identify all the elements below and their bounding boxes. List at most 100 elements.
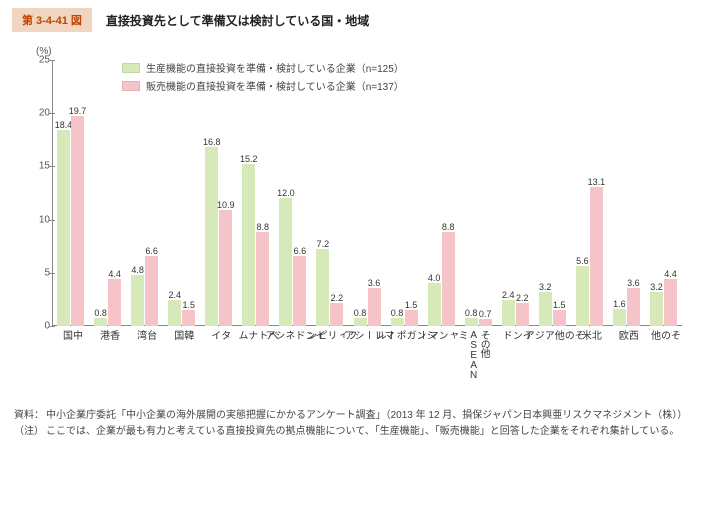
chart-container: 第 3-4-41 図 直接投資先として準備又は検討している国・地域 (%) 05… [0, 0, 704, 448]
plot-area: 18.419.7中国0.84.4香港4.86.6台湾2.41.5韓国16.810… [52, 60, 682, 326]
bar-sales: 1.5 [553, 310, 566, 326]
bar-group: 2.41.5韓国 [168, 300, 195, 326]
x-axis-label: ミャンマー [416, 330, 466, 339]
bar-production: 1.6 [613, 309, 626, 326]
x-axis-label: 中国 [61, 330, 81, 339]
bar-sales: 6.6 [145, 256, 158, 326]
source-text: 中小企業庁委託「中小企業の海外展開の実態把握にかかるアンケート調査」（2013 … [46, 408, 687, 424]
bar-group: 3.24.4その他 [650, 279, 677, 326]
bar-value-label: 1.5 [547, 300, 571, 310]
bar-value-label: 10.9 [214, 200, 238, 210]
bar-sales: 3.6 [627, 288, 640, 326]
bar-value-label: 1.5 [177, 300, 201, 310]
bar-value-label: 4.4 [658, 269, 682, 279]
y-tick-label: 15 [22, 161, 50, 172]
bar-production: 15.2 [242, 164, 255, 326]
bar-value-label: 4.4 [103, 269, 127, 279]
x-axis-label: 西欧 [616, 330, 636, 339]
bar-sales: 4.4 [664, 279, 677, 326]
source-tag: 資料： [14, 408, 44, 424]
x-axis-label: その他ASEAN [468, 330, 488, 380]
bar-group: 15.28.8ベトナム [242, 164, 269, 326]
bar-production: 16.8 [205, 147, 218, 326]
bar-group: 16.810.9タイ [205, 147, 232, 326]
figure-number: 第 3-4-41 図 [12, 8, 92, 32]
y-tick-label: 0 [22, 321, 50, 332]
bar-value-label: 15.2 [237, 154, 261, 164]
bar-value-label: 16.8 [200, 137, 224, 147]
bar-value-label: 1.5 [399, 300, 423, 310]
bar-value-label: 12.0 [274, 188, 298, 198]
bar-production: 3.2 [650, 292, 663, 326]
bar-value-label: 0.7 [473, 309, 497, 319]
bar-value-label: 8.8 [251, 222, 275, 232]
bar-group: 2.42.2インド [502, 300, 529, 326]
bar-value-label: 19.7 [66, 106, 90, 116]
bar-sales: 2.2 [516, 303, 529, 326]
bar-group: 4.08.8ミャンマー [428, 232, 455, 326]
y-tick-label: 10 [22, 214, 50, 225]
bar-sales: 2.2 [330, 303, 343, 326]
x-axis-label: タイ [209, 330, 229, 339]
bar-value-label: 7.2 [311, 239, 335, 249]
x-axis-label: 韓国 [172, 330, 192, 339]
bar-value-label: 6.6 [288, 246, 312, 256]
bar-value-label: 2.2 [510, 293, 534, 303]
bar-value-label: 8.8 [436, 222, 460, 232]
bar-value-label: 13.1 [584, 177, 608, 187]
bar-value-label: 3.2 [533, 282, 557, 292]
note-text: ここでは、企業が最も有力と考えている直接投資先の拠点機能について、「生産機能」、… [46, 424, 679, 440]
bar-sales: 10.9 [219, 210, 232, 326]
bar-group: 5.613.1北米 [576, 187, 603, 326]
bar-group: 0.83.6マレーシア [354, 288, 381, 326]
bar-sales: 6.6 [293, 256, 306, 326]
bar-production: 12.0 [279, 198, 292, 326]
x-axis-label: 北米 [579, 330, 599, 339]
note-tag: （注） [14, 424, 44, 440]
bar-sales: 13.1 [590, 187, 603, 326]
x-axis-label: 台湾 [135, 330, 155, 339]
x-axis-label: その他アジア [522, 330, 582, 339]
bar-value-label: 3.6 [362, 278, 386, 288]
bar-group: 3.21.5その他アジア [539, 292, 566, 326]
bar-value-label: 2.2 [325, 293, 349, 303]
bar-group: 12.06.6インドネシア [279, 198, 306, 326]
bar-value-label: 2.4 [163, 290, 187, 300]
bar-group: 18.419.7中国 [57, 116, 84, 326]
figure-header: 第 3-4-41 図 直接投資先として準備又は検討している国・地域 [12, 8, 692, 32]
bar-sales: 8.8 [256, 232, 269, 326]
bar-sales: 4.4 [108, 279, 121, 326]
bar-production: 0.8 [94, 318, 107, 327]
y-tick-mark [49, 326, 55, 327]
bar-production: 5.6 [576, 266, 589, 326]
bar-production: 0.8 [391, 318, 404, 327]
footnotes: 資料： 中小企業庁委託「中小企業の海外展開の実態把握にかかるアンケート調査」（2… [12, 408, 692, 440]
y-tick-label: 20 [22, 108, 50, 119]
x-axis-label: 香港 [98, 330, 118, 339]
bar-sales: 1.5 [182, 310, 195, 326]
bar-production: 2.4 [502, 300, 515, 326]
bar-sales: 1.5 [405, 310, 418, 326]
bar-group: 0.84.4香港 [94, 279, 121, 326]
bar-production: 0.8 [354, 318, 367, 327]
bar-value-label: 6.6 [140, 246, 164, 256]
bar-group: 7.22.2フィリピン [316, 249, 343, 326]
bar-production: 7.2 [316, 249, 329, 326]
figure-title: 直接投資先として準備又は検討している国・地域 [106, 12, 369, 29]
bar-sales: 3.6 [368, 288, 381, 326]
bar-chart: (%) 0510152025 生産機能の直接投資を準備・検討している企業（n=1… [22, 42, 682, 402]
bar-sales: 8.8 [442, 232, 455, 326]
bar-value-label: 3.6 [621, 278, 645, 288]
bar-group: 1.63.6西欧 [613, 288, 640, 326]
bar-production: 0.8 [465, 318, 478, 327]
bar-sales: 0.7 [479, 319, 492, 326]
bar-production: 4.0 [428, 283, 441, 326]
y-tick-label: 25 [22, 55, 50, 66]
bar-group: 4.86.6台湾 [131, 256, 158, 326]
bar-production: 18.4 [57, 130, 70, 326]
y-tick-label: 5 [22, 267, 50, 278]
bar-group: 0.81.5シンガポール [391, 310, 418, 326]
bar-group: 0.80.7その他ASEAN [465, 318, 492, 327]
x-axis-label: その他 [648, 330, 678, 339]
bar-production: 4.8 [131, 275, 144, 326]
